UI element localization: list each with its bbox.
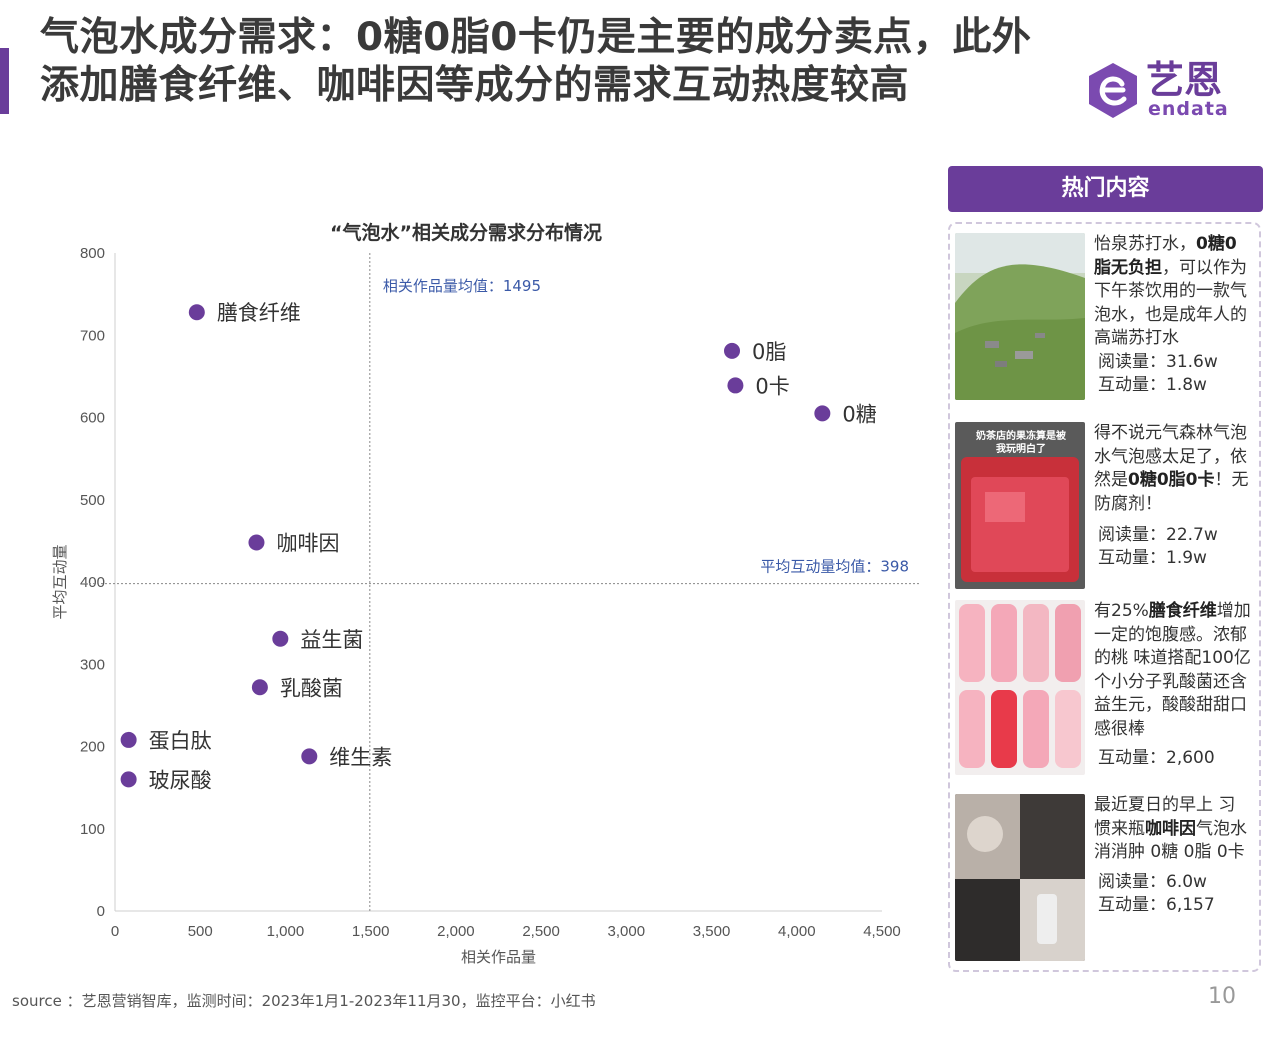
read-count: 阅读量：31.6w	[1098, 351, 1218, 372]
interaction-count: 互动量：2,600	[1098, 748, 1215, 768]
data-point	[120, 771, 137, 788]
y-tick-label: 300	[80, 656, 105, 673]
x-mean-label: 相关作品量均值：1495	[383, 277, 541, 295]
y-axis-title: 平均互动量	[51, 544, 69, 619]
panel-title: 热门内容	[948, 166, 1263, 212]
data-point-label: 益生菌	[300, 628, 363, 652]
x-tick-label: 1,000	[267, 923, 305, 940]
y-tick-label: 400	[80, 574, 105, 591]
data-point	[248, 534, 265, 551]
card-text: 怡泉苏打水，0糖0脂无负担，可以作为下午茶饮用的一款气泡水，也是成年人的高端苏打…	[1094, 233, 1252, 397]
x-tick-label: 500	[188, 923, 213, 940]
y-tick-label: 500	[80, 492, 105, 509]
y-tick-label: 100	[80, 821, 105, 838]
x-axis-title: 相关作品量	[461, 948, 536, 966]
x-tick-label: 3,000	[608, 923, 646, 940]
card-thumbnail-mountain	[955, 233, 1085, 400]
content-card-2[interactable]: 奶茶店的果冻算是被我玩明白了 得不说元气森林气泡水气泡感太足了，依然是0糖0脂0…	[955, 422, 1260, 592]
accent-bar	[0, 48, 9, 114]
brand-logo: 艺恩 endata	[1082, 58, 1252, 124]
chart-title: “气泡水”相关成分需求分布情况	[330, 222, 602, 244]
data-point-label: 维生素	[329, 745, 392, 769]
read-count: 阅读量：22.7w	[1098, 525, 1218, 545]
read-count: 阅读量：6.0w	[1098, 871, 1207, 892]
content-card-1[interactable]: 怡泉苏打水，0糖0脂无负担，可以作为下午茶饮用的一款气泡水，也是成年人的高端苏打…	[955, 233, 1260, 403]
data-point	[727, 377, 744, 394]
logo-english-text: endata	[1148, 98, 1229, 120]
panel-frame	[948, 222, 1261, 972]
content-card-3[interactable]: 有25%膳食纤维增加一定的饱腹感。浓郁的桃 味道搭配100亿个小分子乳酸菌还含益…	[955, 600, 1260, 775]
data-point	[188, 304, 205, 321]
endata-logo-icon	[1089, 63, 1137, 118]
data-point	[814, 405, 831, 422]
x-tick-label: 2,000	[437, 923, 475, 940]
data-point	[120, 731, 137, 748]
card-thumbnail-peach-drinks	[955, 600, 1085, 775]
y-mean-label: 平均互动量均值：398	[760, 558, 909, 576]
interaction-count: 互动量：1.8w	[1098, 374, 1207, 395]
data-point-label: 0糖	[842, 402, 876, 426]
card-text: 最近夏日的早上 习惯来瓶咖啡因气泡水消消肿 0糖 0脂 0卡 阅读量：6.0w …	[1094, 794, 1252, 917]
card-thumbnail-jelly-drink: 奶茶店的果冻算是被我玩明白了	[955, 422, 1085, 589]
scatter-chart-svg: 0 100 200 300 400 500 600 700 800 0 500 1,000 1,500 2…	[51, 245, 920, 966]
data-point-label: 0脂	[752, 340, 786, 364]
x-tick-label: 4,000	[778, 923, 816, 940]
data-point-label: 蛋白肽	[149, 729, 212, 753]
card-text: 有25%膳食纤维增加一定的饱腹感。浓郁的桃 味道搭配100亿个小分子乳酸菌还含益…	[1094, 601, 1251, 768]
data-point	[724, 342, 741, 359]
card-thumbnail-coffee-morning	[955, 794, 1085, 961]
data-point	[301, 748, 318, 765]
y-tick-label: 600	[80, 410, 105, 427]
y-tick-label: 800	[80, 245, 105, 262]
interaction-count: 互动量：6,157	[1098, 894, 1215, 915]
page-number: 10	[1208, 984, 1236, 1009]
data-point-label: 0卡	[755, 374, 789, 398]
content-card-4[interactable]: 最近夏日的早上 习惯来瓶咖啡因气泡水消消肿 0糖 0脂 0卡 阅读量：6.0w …	[955, 794, 1260, 964]
y-tick-label: 200	[80, 739, 105, 756]
source-note: source ：艺恩营销智库，监测时间：2023年1月1-2023年11月30，…	[12, 992, 596, 1010]
data-point	[272, 630, 289, 647]
logo-chinese-text: 艺恩	[1146, 58, 1223, 102]
data-point-label: 膳食纤维	[217, 301, 301, 325]
y-tick-label: 0	[97, 903, 105, 920]
interaction-count: 互动量：1.9w	[1098, 548, 1207, 568]
x-tick-label: 4,500	[863, 923, 901, 940]
data-point-label: 乳酸菌	[280, 676, 343, 700]
data-point-label: 玻尿酸	[149, 768, 212, 792]
x-tick-label: 0	[111, 923, 119, 940]
data-point-label: 咖啡因	[276, 532, 339, 556]
scatter-chart: 0 100 200 300 400 500 600 700 800 0 500 1,000 1,500 2…	[50, 236, 930, 976]
x-tick-label: 2,500	[522, 923, 560, 940]
data-point	[251, 679, 268, 696]
page-title: 气泡水成分需求：0糖0脂0卡仍是主要的成分卖点，此外添加膳食纤维、咖啡因等成分的…	[40, 15, 1032, 108]
y-tick-label: 700	[80, 327, 105, 344]
x-tick-label: 3,500	[693, 923, 731, 940]
thumbnail-caption: 奶茶店的果冻算是被我玩明白了	[976, 431, 1066, 455]
x-tick-label: 1,500	[352, 923, 390, 940]
card-text: 得不说元气森林气泡水气泡感太足了，依然是0糖0脂0卡！无防腐剂！ 阅读量：22.…	[1094, 422, 1252, 570]
